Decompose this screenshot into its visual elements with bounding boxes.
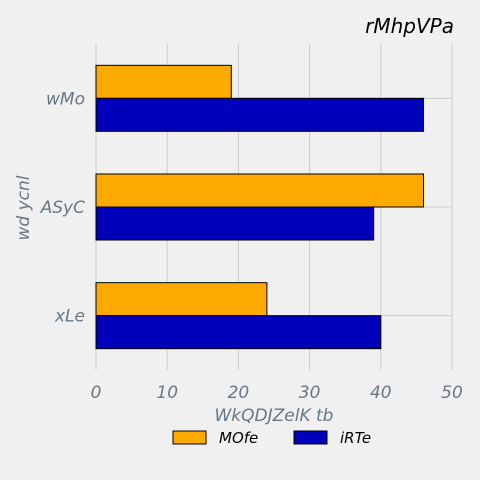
bars (95, 64, 425, 350)
bar-mofe-asyc (95, 173, 425, 208)
x-tick-label: 50 (441, 383, 463, 403)
x-tick-label: 30 (299, 383, 321, 403)
x-tick-label: 10 (156, 383, 178, 403)
y-axis-title: wd ycnl (14, 175, 34, 240)
y-tick-label: ASyC (40, 198, 85, 218)
bar-irte-xle (95, 315, 382, 350)
y-tick-label: xLe (54, 307, 85, 327)
x-tick-label: 40 (370, 383, 392, 403)
legend-label-mofe: MOfe (219, 429, 258, 447)
bar-irte-wmo (95, 97, 425, 132)
chart-title: rMhpVPa (365, 14, 454, 38)
bar-irte-asyc (95, 206, 375, 241)
legend-swatch-mofe (172, 430, 207, 445)
x-axis-title: WkQDJZelK tb (215, 406, 334, 426)
y-axis-ticks: wMo ASyC xLe (40, 89, 85, 326)
bar-mofe-wmo (95, 64, 232, 99)
bar-mofe-xle (95, 282, 268, 317)
x-tick-label: 0 (91, 383, 102, 403)
legend-label-irte: iRTe (340, 429, 371, 447)
legend-swatch-irte (293, 430, 328, 445)
legend: MOfe iRTe (172, 429, 371, 447)
x-tick-label: 20 (228, 383, 250, 403)
x-axis-ticks: 0 10 20 30 40 50 (91, 383, 463, 403)
y-tick-label: wMo (46, 89, 85, 109)
